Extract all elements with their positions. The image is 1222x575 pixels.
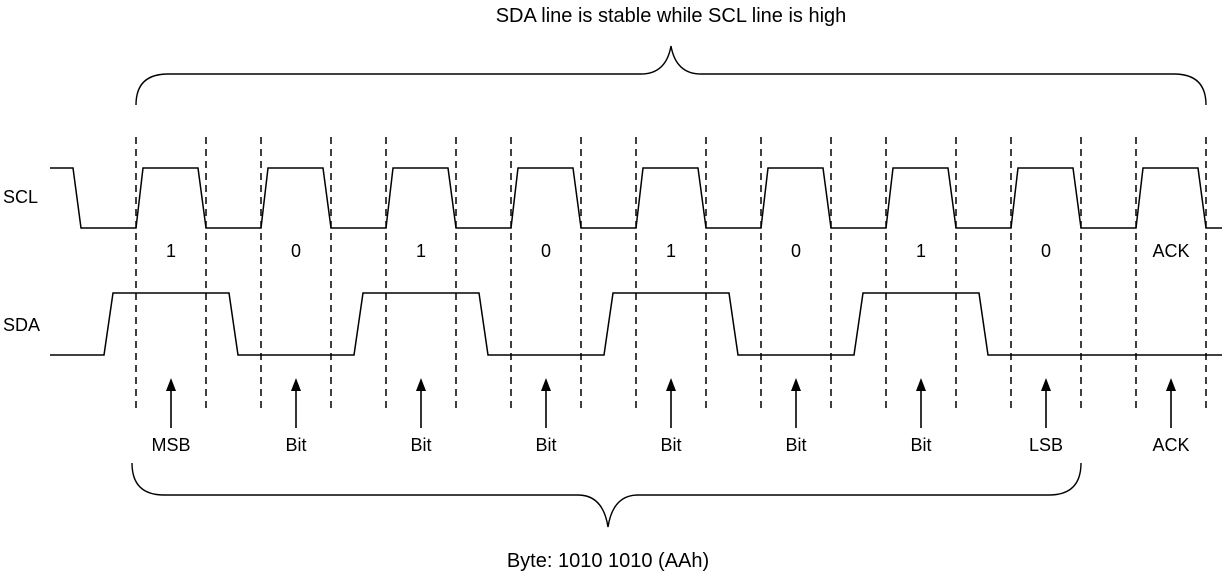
scl-label: SCL <box>3 187 38 207</box>
scl-waveform <box>50 167 1222 229</box>
arrow-up-icon <box>541 378 551 391</box>
arrow-up-icon <box>1166 378 1176 391</box>
arrow-up-icon <box>166 378 176 391</box>
bit-value-label: 0 <box>1041 241 1051 261</box>
bit-boundaries <box>135 137 1207 413</box>
bit-marker-label: Bit <box>535 435 556 455</box>
bit-marker-label: Bit <box>410 435 431 455</box>
sda-waveform <box>50 292 1222 356</box>
arrow-up-icon <box>291 378 301 391</box>
bit-value-label: 1 <box>166 241 176 261</box>
bit-marker-label: Bit <box>910 435 931 455</box>
bit-marker-label: Bit <box>785 435 806 455</box>
bit-marker-label: Bit <box>285 435 306 455</box>
bit-marker-label: LSB <box>1029 435 1063 455</box>
bit-value-label: ACK <box>1152 241 1189 261</box>
bit-value-label: 0 <box>541 241 551 261</box>
bit-value-label: 0 <box>791 241 801 261</box>
byte-caption-label: Byte: 1010 1010 (AAh) <box>507 550 709 572</box>
arrow-up-icon <box>916 378 926 391</box>
arrow-up-icon <box>791 378 801 391</box>
sda-label: SDA <box>3 315 40 335</box>
bit-arrow-row <box>166 378 1176 428</box>
bit-marker-label: MSB <box>151 435 190 455</box>
arrow-up-icon <box>1041 378 1051 391</box>
bottom-brace <box>131 462 1082 528</box>
top-brace <box>135 45 1207 106</box>
bit-marker-label: Bit <box>660 435 681 455</box>
bit-value-label: 1 <box>916 241 926 261</box>
bit-value-row: 1 0 1 0 1 0 1 0 ACK <box>166 241 1190 261</box>
bit-value-label: 0 <box>291 241 301 261</box>
arrow-up-icon <box>666 378 676 391</box>
bit-value-label: 1 <box>666 241 676 261</box>
top-annotation-label: SDA line is stable while SCL line is hig… <box>496 5 847 27</box>
bit-marker-label: ACK <box>1152 435 1189 455</box>
bit-marker-row: MSB Bit Bit Bit Bit Bit Bit LSB ACK <box>151 435 1189 455</box>
arrow-up-icon <box>416 378 426 391</box>
bit-value-label: 1 <box>416 241 426 261</box>
